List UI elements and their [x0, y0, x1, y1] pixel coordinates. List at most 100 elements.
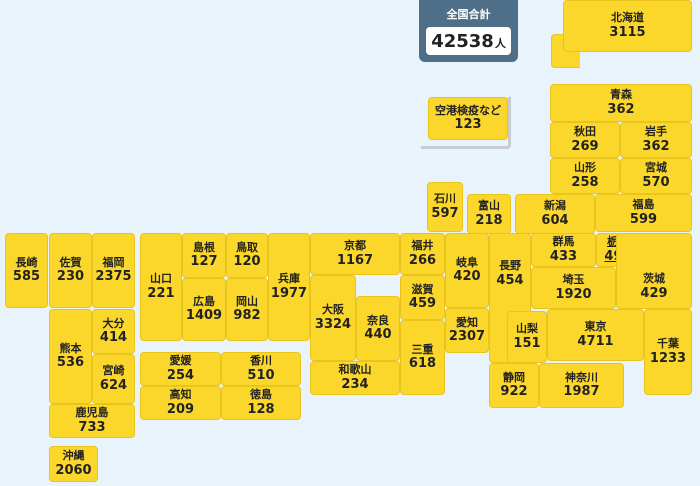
pref-value: 266: [408, 252, 437, 268]
pref-tile-saga[interactable]: 佐賀 230: [49, 233, 92, 308]
pref-tile-yamagata[interactable]: 山形 258: [550, 158, 620, 194]
pref-tile-iwate[interactable]: 岩手 362: [620, 122, 692, 158]
pref-tile-mie[interactable]: 三重 618: [400, 320, 445, 395]
pref-tile-kagoshima[interactable]: 鹿児島 733: [49, 404, 135, 438]
pref-value: 618: [408, 356, 437, 372]
pref-name: 千葉: [657, 337, 679, 350]
pref-tile-fukui[interactable]: 福井 266: [400, 233, 445, 275]
pref-name: 静岡: [503, 370, 525, 384]
pref-name: 香川: [250, 354, 272, 367]
pref-name: 新潟: [544, 199, 566, 212]
pref-tile-tokyo[interactable]: 東京 4711: [547, 309, 644, 361]
pref-tile-kochi[interactable]: 高知 209: [140, 386, 221, 420]
pref-name: 富山: [478, 199, 500, 212]
pref-value: 362: [642, 138, 670, 154]
pref-tile-tottori[interactable]: 鳥取 120: [226, 233, 268, 278]
pref-tile-shiga[interactable]: 滋賀 459: [400, 275, 445, 320]
pref-name: 福岡: [102, 255, 125, 269]
pref-value: 218: [475, 212, 503, 228]
pref-tile-wakayama[interactable]: 和歌山 234: [310, 361, 400, 395]
pref-name: 茨城: [643, 272, 665, 285]
pref-value: 1977: [270, 285, 308, 301]
pref-name: 埼玉: [562, 273, 585, 286]
pref-value: 269: [571, 138, 599, 154]
pref-tile-aomori[interactable]: 青森 362: [550, 84, 692, 122]
pref-tile-oita[interactable]: 大分 414: [92, 309, 135, 354]
pref-value: 209: [166, 401, 195, 417]
pref-value: 459: [408, 296, 437, 312]
pref-name: 東京: [584, 320, 607, 333]
pref-value: 440: [364, 327, 392, 343]
pref-tile-yamanashi[interactable]: 山梨 151: [507, 311, 547, 363]
pref-tile-airport[interactable]: 空港検疫など 123: [428, 97, 508, 140]
pref-tile-ehime[interactable]: 愛媛 254: [140, 352, 221, 386]
pref-name: 福井: [411, 239, 434, 252]
pref-tile-ishikawa[interactable]: 石川 597: [427, 182, 463, 232]
pref-value: 585: [12, 269, 41, 285]
pref-tile-nagasaki[interactable]: 長崎 585: [5, 233, 48, 308]
pref-name: 鹿児島: [75, 406, 109, 419]
pref-name: 佐賀: [59, 255, 82, 269]
pref-name: 愛知: [456, 315, 478, 329]
pref-tile-yamaguchi[interactable]: 山口 221: [140, 233, 182, 341]
pref-name: 沖縄: [62, 449, 85, 462]
pref-tile-hyogo[interactable]: 兵庫 1977: [268, 233, 310, 341]
pref-tile-okinawa[interactable]: 沖縄 2060: [49, 446, 98, 482]
pref-value: 604: [541, 212, 569, 228]
pref-value: 120: [233, 254, 261, 270]
pref-tile-toyama[interactable]: 富山 218: [467, 194, 511, 234]
pref-name: 山梨: [516, 322, 538, 335]
pref-name: 三重: [411, 342, 434, 356]
pref-tile-fukuoka[interactable]: 福岡 2375: [92, 233, 135, 308]
pref-tile-fukushima[interactable]: 福島 599: [595, 194, 692, 232]
pref-value: 414: [99, 330, 128, 346]
national-total-value-box: 42538 人: [426, 27, 511, 55]
pref-tile-okayama[interactable]: 岡山 982: [226, 278, 268, 341]
pref-name: 神奈川: [565, 370, 598, 384]
pref-value: 454: [496, 272, 524, 288]
pref-name: 岩手: [645, 125, 667, 138]
pref-tile-kagawa[interactable]: 香川 510: [221, 352, 301, 386]
pref-name: 島根: [193, 240, 215, 254]
pref-tile-ibaraki[interactable]: 茨城 429: [616, 233, 692, 309]
pref-value: 4711: [577, 333, 614, 349]
pref-tile-nara[interactable]: 奈良 440: [356, 296, 400, 361]
pref-value: 2375: [95, 269, 132, 285]
pref-tile-akita[interactable]: 秋田 269: [550, 122, 620, 158]
pref-tile-aichi[interactable]: 愛知 2307: [445, 308, 489, 353]
pref-tile-kumamoto[interactable]: 熊本 536: [49, 309, 92, 404]
pref-tile-tokushima[interactable]: 徳島 128: [221, 386, 301, 420]
pref-name: 鳥取: [236, 240, 258, 254]
pref-name: 奈良: [367, 313, 389, 327]
pref-tile-hokkaido[interactable]: 北海道 3115: [563, 0, 692, 52]
pref-value: 151: [513, 335, 541, 351]
pref-name: 長崎: [15, 255, 38, 269]
pref-tile-osaka[interactable]: 大阪 3324: [310, 275, 356, 361]
pref-value: 599: [629, 211, 658, 227]
pref-tile-saitama[interactable]: 埼玉 1920: [531, 267, 616, 309]
pref-tile-kanagawa[interactable]: 神奈川 1987: [539, 363, 624, 408]
pref-name: 徳島: [250, 388, 272, 401]
pref-tile-shizuoka[interactable]: 静岡 922: [489, 363, 539, 408]
pref-value: 221: [147, 285, 175, 301]
pref-tile-hiroshima[interactable]: 広島 1409: [182, 278, 226, 341]
pref-name: 福島: [632, 198, 655, 211]
pref-value: 1987: [563, 384, 600, 400]
pref-tile-gifu[interactable]: 岐阜 420: [445, 233, 489, 308]
pref-tile-miyagi[interactable]: 宮城 570: [620, 158, 692, 194]
pref-tile-chiba[interactable]: 千葉 1233: [644, 309, 692, 395]
pref-tile-shimane[interactable]: 島根 127: [182, 233, 226, 278]
pref-tile-gunma[interactable]: 群馬 433: [531, 233, 596, 267]
pref-tile-miyazaki[interactable]: 宮崎 624: [92, 354, 135, 404]
pref-name: 岡山: [236, 294, 258, 308]
pref-tile-niigata[interactable]: 新潟 604: [515, 194, 595, 234]
pref-value: 597: [431, 205, 459, 221]
pref-value: 536: [56, 355, 85, 371]
pref-name: 宮崎: [102, 364, 125, 377]
national-total-panel: 全国合計 42538 人: [419, 0, 518, 62]
pref-name: 京都: [344, 239, 366, 252]
pref-name: 山形: [574, 161, 596, 174]
pref-value: 733: [78, 419, 106, 435]
pref-tile-kyoto[interactable]: 京都 1167: [310, 233, 400, 275]
pref-value: 429: [640, 285, 668, 301]
